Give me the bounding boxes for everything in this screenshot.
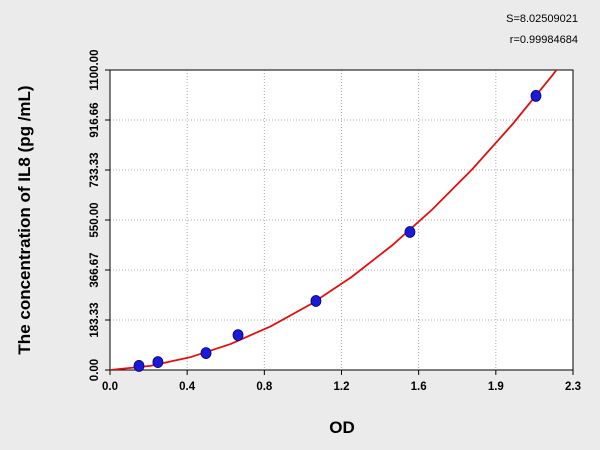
y-tick-label: 733.33 — [89, 152, 101, 187]
data-point — [200, 347, 212, 359]
annotation: r=0.99984684 — [510, 34, 578, 46]
data-point — [152, 356, 164, 368]
data-point — [530, 90, 542, 102]
annotation: S=8.02509021 — [506, 13, 578, 25]
data-point — [404, 226, 416, 238]
y-tick-label: 183.33 — [89, 302, 101, 337]
y-tick-label: 550.00 — [89, 202, 101, 237]
fit-curve — [110, 70, 558, 370]
y-tick-label: 0.00 — [89, 359, 101, 381]
y-tick-label: 916.66 — [89, 102, 101, 137]
x-axis-title: OD — [329, 418, 355, 437]
plot-border — [109, 69, 574, 371]
data-point — [310, 295, 322, 307]
data-point — [232, 329, 244, 341]
data-point — [133, 360, 145, 372]
x-tick-label: 1.6 — [411, 381, 427, 393]
x-tick-label: 0.8 — [256, 381, 273, 393]
x-tick-label: 1.2 — [334, 381, 350, 393]
y-tick-label: 1100.00 — [89, 50, 101, 91]
y-tick-label: 366.67 — [89, 252, 101, 287]
x-tick-label: 1.9 — [488, 381, 504, 393]
x-tick-label: 0.0 — [102, 381, 118, 393]
x-tick-label: 0.4 — [179, 381, 196, 393]
y-axis-title: The concentration of IL8 (pg /mL) — [15, 85, 34, 354]
x-tick-label: 2.3 — [565, 381, 581, 393]
